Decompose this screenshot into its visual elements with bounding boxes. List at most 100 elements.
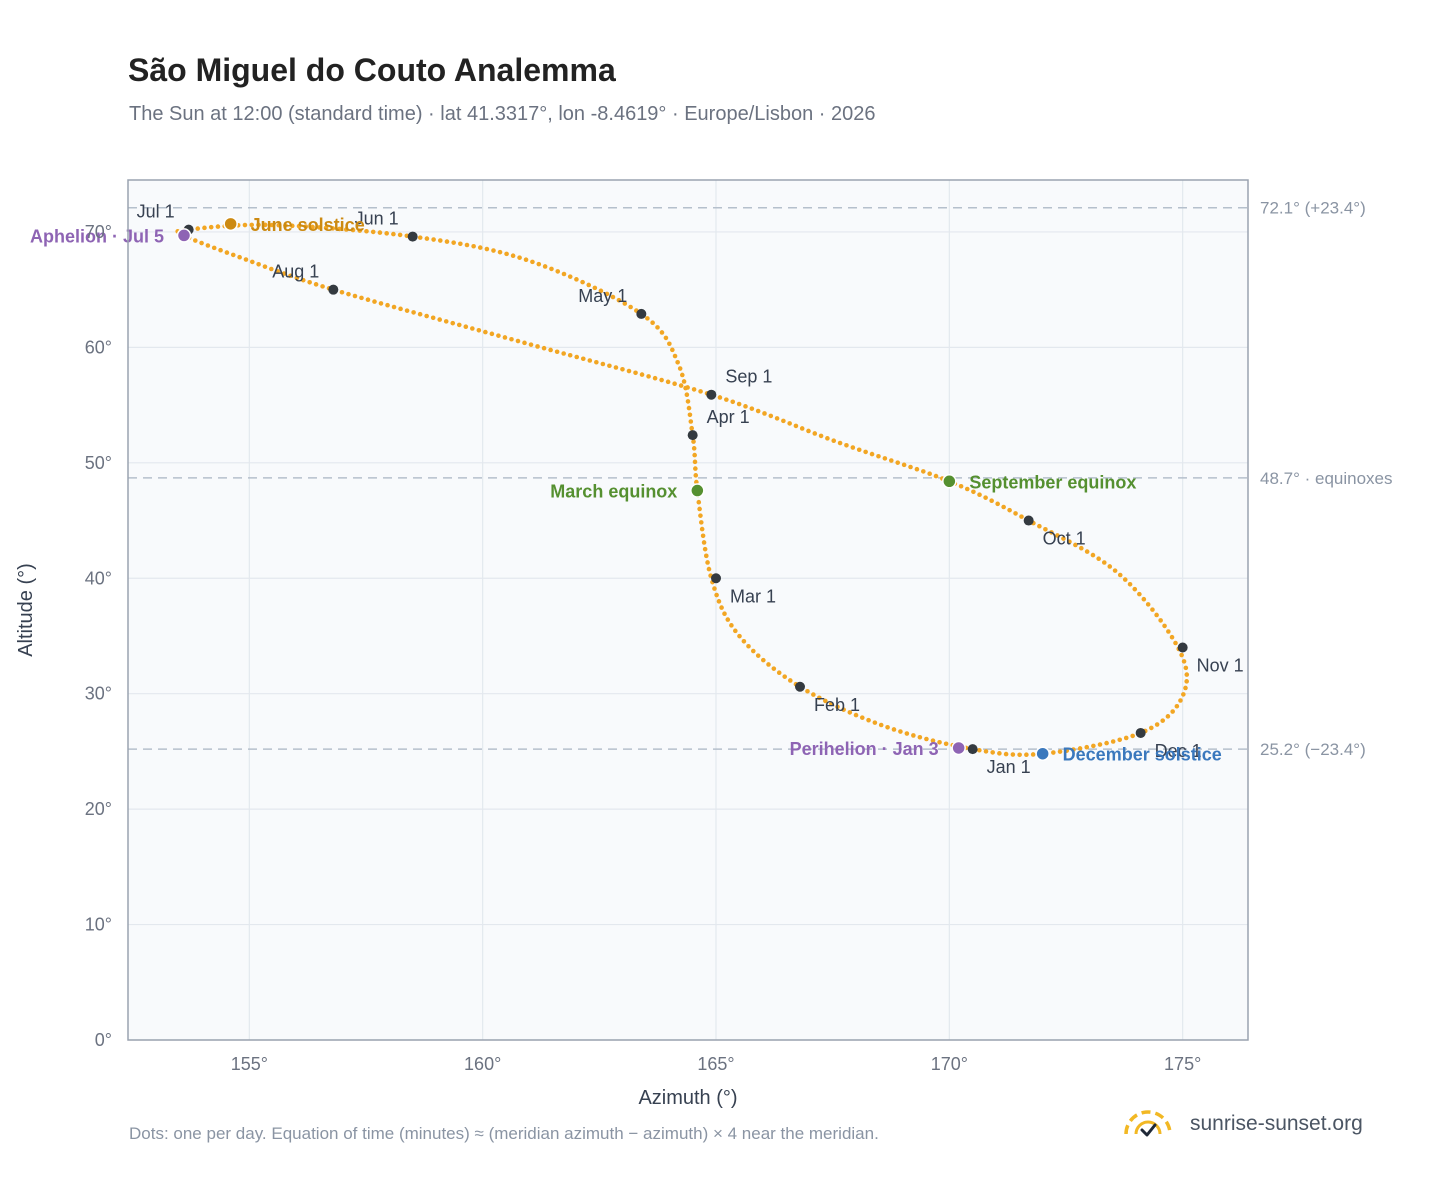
x-axis-label: Azimuth (°) <box>638 1087 737 1109</box>
daily-sun-dot <box>977 492 982 498</box>
daily-sun-dot <box>1091 743 1096 749</box>
daily-sun-dot <box>724 397 729 402</box>
daily-sun-dot <box>888 458 894 463</box>
daily-sun-dot <box>761 657 766 663</box>
daily-sun-dot <box>438 238 443 243</box>
daily-sun-dot <box>776 670 782 676</box>
chart-footnote: Dots: one per day. Equation of time (min… <box>129 1124 879 1143</box>
daily-sun-dot <box>352 293 358 299</box>
daily-sun-dot <box>530 259 535 265</box>
month-label: Feb 1 <box>814 695 860 715</box>
daily-sun-dot <box>230 252 236 258</box>
daily-sun-dot <box>592 285 598 291</box>
daily-sun-dot <box>997 751 1002 756</box>
daily-sun-dot <box>692 452 697 458</box>
daily-sun-dot <box>554 349 560 355</box>
daily-sun-dot <box>256 222 261 228</box>
daily-sun-dot <box>1013 511 1018 516</box>
daily-sun-dot <box>1154 722 1160 727</box>
daily-sun-dot <box>594 359 599 365</box>
daily-sun-dot <box>699 526 705 532</box>
daily-sun-dot <box>1084 744 1090 750</box>
daily-sun-dot <box>1110 739 1116 744</box>
daily-sun-dot <box>995 501 1000 507</box>
daily-sun-dot <box>365 297 371 303</box>
daily-sun-dot <box>1024 752 1029 758</box>
event-label: Perihelion · Jan 3 <box>790 739 939 759</box>
month-marker <box>687 430 698 441</box>
y-tick-label: 50° <box>85 453 112 473</box>
daily-sun-dot <box>523 257 529 263</box>
daily-sun-dot <box>1165 714 1171 719</box>
daily-sun-dot <box>283 223 288 228</box>
month-label: Oct 1 <box>1043 529 1086 549</box>
daily-sun-dot <box>1169 634 1175 640</box>
daily-sun-dot <box>622 301 628 306</box>
event-label: June solstice <box>251 215 365 235</box>
daily-sun-dot <box>697 506 702 512</box>
daily-sun-dot <box>281 271 287 276</box>
y-tick-label: 70° <box>85 222 112 242</box>
daily-sun-dot <box>750 648 756 654</box>
event-marker <box>1035 746 1050 761</box>
daily-sun-dot <box>598 288 604 294</box>
daily-sun-dot <box>464 242 470 248</box>
daily-sun-dot <box>927 471 932 477</box>
daily-sun-dot <box>243 257 249 262</box>
daily-sun-dot <box>502 335 508 340</box>
daily-sun-dot <box>818 433 824 439</box>
daily-sun-dot <box>424 236 430 241</box>
month-marker <box>1135 727 1146 738</box>
daily-sun-dot <box>275 269 280 274</box>
daily-sun-dot <box>489 331 495 337</box>
daily-sun-dot <box>943 741 949 747</box>
daily-sun-dot <box>737 633 742 639</box>
daily-sun-dot <box>872 720 878 725</box>
daily-sun-dot <box>633 370 638 376</box>
event-marker <box>942 474 957 489</box>
daily-sun-dot <box>977 747 982 753</box>
daily-sun-dot <box>663 335 669 341</box>
daily-sun-dot <box>933 473 939 479</box>
y-tick-label: 10° <box>85 915 112 935</box>
daily-sun-dot <box>712 586 717 591</box>
daily-sun-dot <box>604 291 610 297</box>
daily-sun-dot <box>620 366 625 372</box>
daily-sun-dot <box>730 399 736 405</box>
daily-sun-dot <box>787 421 792 426</box>
daily-sun-dot <box>451 240 456 245</box>
daily-sun-dot <box>672 381 677 387</box>
daily-sun-dot <box>937 739 942 745</box>
daily-sun-dot <box>561 271 567 277</box>
month-label: Mar 1 <box>730 586 776 606</box>
daily-sun-dot <box>610 294 616 300</box>
daily-sun-dot <box>471 243 476 249</box>
daily-sun-dot <box>535 344 540 349</box>
month-marker <box>328 284 339 295</box>
daily-sun-dot <box>211 245 217 251</box>
month-label: Jul 1 <box>137 202 175 222</box>
brand[interactable]: sunrise-sunset.org <box>1118 1100 1363 1148</box>
daily-sun-dot <box>835 704 840 710</box>
daily-sun-dot <box>384 231 389 236</box>
daily-sun-dot <box>269 266 274 272</box>
daily-sun-dot <box>716 599 722 604</box>
daily-sun-dot <box>300 277 306 283</box>
daily-sun-dot <box>811 692 816 697</box>
daily-sun-dot <box>1107 564 1113 569</box>
daily-sun-dot <box>782 674 788 679</box>
event-marker <box>690 483 705 498</box>
daily-sun-dot <box>288 273 293 279</box>
date-markers <box>176 216 1188 761</box>
daily-sun-dot <box>276 222 282 228</box>
daily-sun-dot <box>470 326 475 331</box>
daily-sun-dot <box>397 232 403 238</box>
daily-sun-dot <box>528 342 534 347</box>
daily-sun-dot <box>895 460 901 465</box>
daily-sun-dot <box>497 249 503 255</box>
daily-sun-dot <box>1097 742 1103 747</box>
daily-sun-dot <box>218 247 223 253</box>
daily-sun-dot <box>930 738 936 743</box>
daily-sun-dot <box>812 431 818 436</box>
daily-sun-dot <box>689 425 694 431</box>
